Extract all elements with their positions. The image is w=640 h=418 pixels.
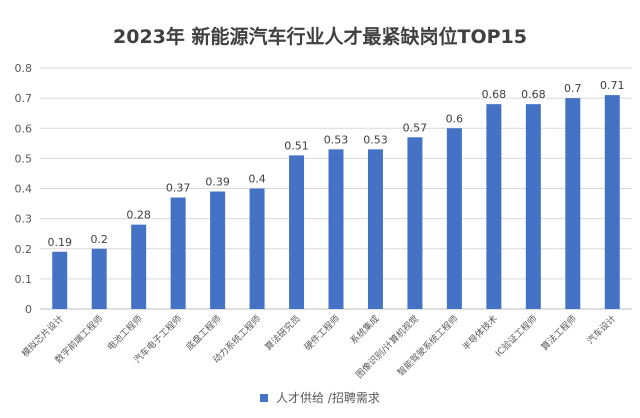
bar — [249, 188, 265, 309]
x-tick-label: 电池工程师 — [104, 313, 144, 353]
x-tick-label: IC验证工程师 — [493, 313, 540, 360]
x-tick-label: 算法研究员 — [262, 313, 302, 353]
bar — [52, 251, 68, 309]
x-tick-label: 算法工程师 — [539, 313, 579, 353]
x-tick-label: 硬件工程师 — [302, 313, 342, 353]
data-label: 0.57 — [403, 121, 428, 134]
bar — [170, 197, 186, 309]
chart-title: 2023年 新能源汽车行业人才最紧缺岗位TOP15 — [113, 26, 527, 48]
data-label: 0.51 — [284, 139, 309, 152]
y-tick-label: 0 — [25, 303, 32, 316]
data-label: 0.4 — [248, 173, 266, 186]
y-tick-label: 0.2 — [15, 243, 33, 256]
bar — [407, 137, 423, 309]
bar — [210, 191, 226, 309]
bar — [565, 98, 581, 309]
x-tick-label: 汽车设计 — [584, 313, 618, 347]
bar — [289, 155, 305, 309]
bar — [525, 104, 541, 310]
y-tick-label: 0.3 — [15, 213, 33, 226]
bar — [91, 248, 107, 309]
data-label: 0.2 — [90, 233, 108, 246]
data-label: 0.68 — [521, 88, 546, 101]
data-label: 0.7 — [564, 82, 582, 95]
bar — [131, 224, 147, 309]
data-label: 0.19 — [47, 236, 72, 249]
bar — [328, 149, 344, 309]
data-label: 0.6 — [446, 112, 464, 125]
y-tick-label: 0.6 — [15, 122, 33, 135]
data-label: 0.53 — [324, 133, 349, 146]
data-label: 0.53 — [363, 133, 388, 146]
x-tick-label: 底盘工程师 — [183, 313, 223, 353]
legend-swatch — [260, 393, 269, 402]
data-label: 0.71 — [600, 79, 625, 92]
x-tick-label: 系统集成 — [348, 313, 382, 347]
legend[interactable]: 人才供给 /招聘需求 — [0, 389, 640, 406]
y-tick-label: 0.5 — [15, 152, 33, 165]
data-label: 0.28 — [126, 209, 151, 222]
legend-label: 人才供给 /招聘需求 — [275, 391, 380, 405]
y-tick-label: 0.4 — [15, 183, 33, 196]
y-tick-label: 0.1 — [15, 273, 33, 286]
y-tick-label: 0.8 — [15, 62, 33, 75]
data-label: 0.39 — [205, 176, 230, 189]
y-tick-label: 0.7 — [15, 92, 33, 105]
bar — [486, 104, 502, 310]
data-label: 0.37 — [166, 182, 191, 195]
data-label: 0.68 — [482, 88, 507, 101]
bar — [604, 95, 620, 309]
bar — [367, 149, 383, 309]
x-tick-label: 半导体技术 — [460, 313, 500, 353]
bar — [446, 128, 462, 309]
